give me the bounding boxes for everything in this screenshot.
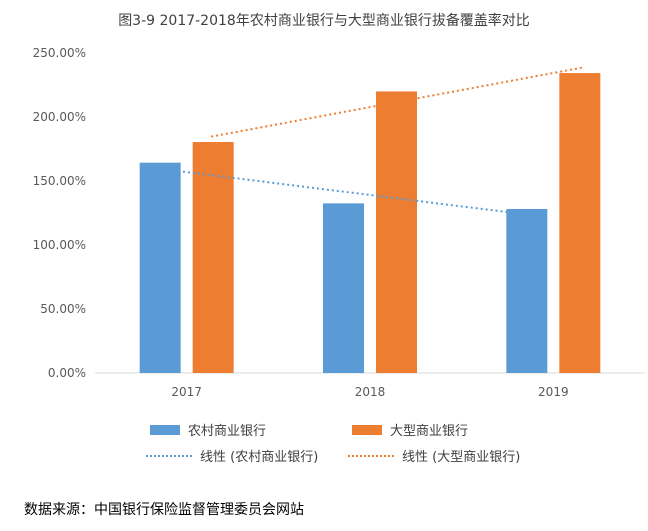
legend-item-trend-2: 线性 (大型商业银行) — [348, 446, 520, 465]
source-note: 数据来源：中国银行保险监督管理委员会网站 — [24, 502, 304, 518]
y-tick-label: 250.00% — [33, 46, 86, 60]
legend-item-series-1: 农村商业银行 — [150, 420, 266, 439]
legend-swatch-series-1 — [150, 424, 180, 435]
bar-2-2018 — [376, 91, 417, 373]
bar-2-2017 — [192, 142, 234, 373]
trendline-1 — [158, 167, 529, 216]
x-tick-label: 2018 — [355, 385, 386, 399]
bar-1-2017 — [139, 162, 181, 373]
legend-item-series-2: 大型商业银行 — [352, 420, 468, 439]
bar-2-2019 — [559, 73, 601, 373]
legend-swatch-trend-1 — [146, 454, 192, 457]
legend-swatch-series-2 — [352, 424, 382, 435]
legend-swatch-trend-2 — [348, 454, 394, 457]
chart-title: 图3-9 2017-2018年农村商业银行与大型商业银行拔备覆盖率对比 — [118, 13, 530, 29]
bar-1-2018 — [323, 203, 364, 373]
y-tick-label: 100.00% — [33, 238, 86, 252]
x-tick-label: 2019 — [538, 385, 569, 399]
legend-label-series-2: 大型商业银行 — [390, 424, 469, 439]
y-tick-label: 50.00% — [40, 302, 86, 316]
legend-item-trend-1: 线性 (农村商业银行) — [146, 446, 318, 465]
legend-label-trend-2: 线性 (大型商业银行) — [402, 450, 521, 465]
y-tick-label: 0.00% — [48, 366, 86, 380]
legend-label-trend-1: 线性 (农村商业银行) — [200, 450, 319, 465]
y-tick-label: 150.00% — [33, 174, 86, 188]
bar-1-2019 — [506, 208, 548, 373]
legend-label-series-1: 农村商业银行 — [188, 424, 267, 439]
x-tick-label: 2017 — [171, 385, 202, 399]
y-tick-label: 200.00% — [33, 110, 86, 124]
